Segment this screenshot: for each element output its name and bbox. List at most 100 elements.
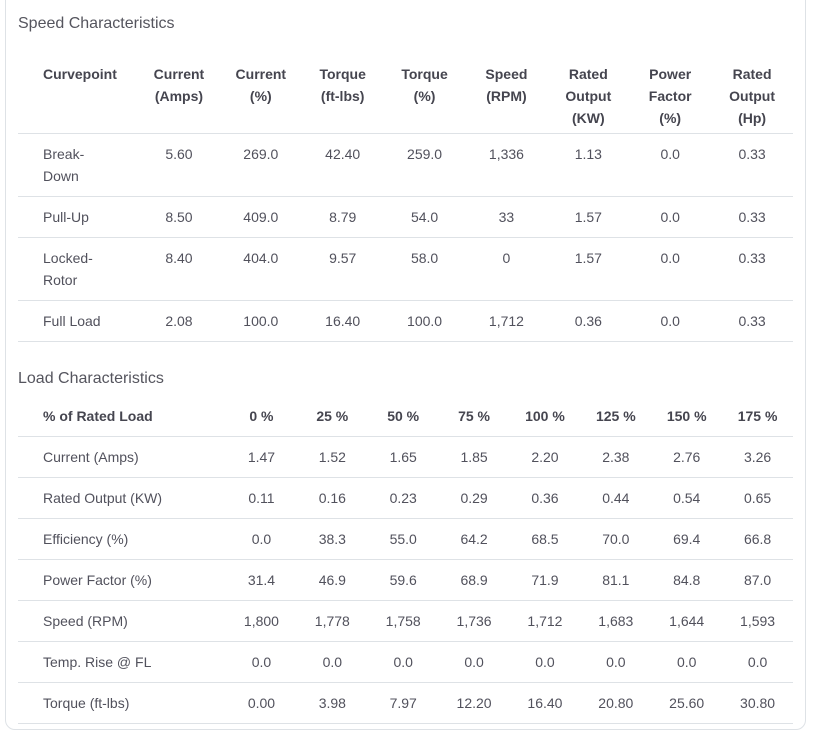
value-cell: 0.0: [226, 641, 297, 683]
value-cell: 1,336: [465, 133, 548, 197]
value-cell: 0.65: [722, 477, 793, 519]
value-cell: 2.38: [580, 436, 652, 478]
load-table-header-row: % of Rated Load 0 % 25 % 50 % 75 % 100 % 125 %…: [18, 396, 793, 437]
value-cell: 0.0: [629, 196, 712, 238]
table-row: Rated Output (KW) 0.11 0.16 0.23 0.29 0.36 0.4…: [18, 477, 793, 519]
value-cell: 1.52: [296, 436, 368, 478]
value-cell: 1,758: [367, 600, 439, 642]
value-cell: 31.4: [226, 559, 297, 601]
row-label: Torque (ft-lbs): [18, 682, 226, 724]
table-row: Current (Amps) 1.47 1.52 1.65 1.85 2.20 2.38 2.…: [18, 436, 793, 478]
value-cell: 409.0: [219, 196, 302, 238]
table-row: Full Load 2.08 100.0 16.40 100.0 1,712 0.36 0.0…: [18, 300, 793, 342]
value-cell: 0.0: [580, 641, 652, 683]
row-label: Full Load: [18, 300, 138, 342]
column-header: 75 %: [438, 396, 510, 437]
value-cell: 30.80: [722, 682, 793, 724]
table-row: Power Factor (%) 31.4 46.9 59.6 68.9 71.9 81.1…: [18, 559, 793, 601]
value-cell: 8.79: [301, 196, 384, 238]
column-header: 0 %: [226, 396, 297, 437]
column-header: 175 %: [722, 396, 793, 437]
value-cell: 70.0: [580, 518, 652, 560]
value-cell: 0.33: [711, 300, 793, 342]
value-cell: 1,712: [465, 300, 548, 342]
value-cell: 2.20: [509, 436, 581, 478]
column-header: 125 %: [580, 396, 652, 437]
value-cell: 58.0: [383, 237, 466, 301]
value-cell: 1,800: [226, 600, 297, 642]
value-cell: 1,593: [722, 600, 793, 642]
row-label: Speed (RPM): [18, 600, 226, 642]
column-header: Current (%): [219, 57, 302, 134]
value-cell: 0.0: [226, 518, 297, 560]
value-cell: 404.0: [219, 237, 302, 301]
value-cell: 64.2: [438, 518, 510, 560]
table-row: Locked- Rotor 8.40 404.0 9.57 58.0 0 1.57 0.0 0.…: [18, 237, 793, 301]
speed-table-header-row: Curvepoint Current (Amps) Current (%) Torqu…: [18, 57, 793, 134]
value-cell: 8.40: [138, 237, 220, 301]
value-cell: 0.29: [438, 477, 510, 519]
value-cell: 71.9: [509, 559, 581, 601]
value-cell: 0.36: [509, 477, 581, 519]
value-cell: 0.33: [711, 237, 793, 301]
value-cell: 3.98: [296, 682, 368, 724]
characteristics-card: Speed Characteristics Curvepoint Current …: [5, 0, 806, 730]
value-cell: 0.0: [629, 300, 712, 342]
column-header-label: % of Rated Load: [18, 396, 226, 437]
value-cell: 12.20: [438, 682, 510, 724]
table-row: Efficiency (%) 0.0 38.3 55.0 64.2 68.5 70.0 69.…: [18, 518, 793, 560]
value-cell: 0.0: [651, 641, 723, 683]
row-label: Locked- Rotor: [18, 237, 138, 301]
value-cell: 1.85: [438, 436, 510, 478]
row-label: Efficiency (%): [18, 518, 226, 560]
value-cell: 1.47: [226, 436, 297, 478]
value-cell: 0.33: [711, 196, 793, 238]
column-header: 100 %: [509, 396, 581, 437]
speed-characteristics-title: Speed Characteristics: [18, 15, 175, 32]
row-label: Temp. Rise @ FL: [18, 641, 226, 683]
value-cell: 1.57: [547, 237, 630, 301]
row-label: Current (Amps): [18, 436, 226, 478]
value-cell: 87.0: [722, 559, 793, 601]
column-header: Speed (RPM): [465, 57, 548, 134]
value-cell: 0.0: [722, 641, 793, 683]
value-cell: 84.8: [651, 559, 723, 601]
column-header: 50 %: [367, 396, 439, 437]
value-cell: 25.60: [651, 682, 723, 724]
value-cell: 8.50: [138, 196, 220, 238]
value-cell: 81.1: [580, 559, 652, 601]
value-cell: 3.26: [722, 436, 793, 478]
value-cell: 33: [465, 196, 548, 238]
table-row: Pull-Up 8.50 409.0 8.79 54.0 33 1.57 0.0 0.33: [18, 196, 793, 238]
value-cell: 7.97: [367, 682, 439, 724]
speed-characteristics-table: Curvepoint Current (Amps) Current (%) Torqu…: [18, 57, 793, 342]
value-cell: 68.9: [438, 559, 510, 601]
value-cell: 16.40: [509, 682, 581, 724]
value-cell: 2.76: [651, 436, 723, 478]
value-cell: 55.0: [367, 518, 439, 560]
value-cell: 59.6: [367, 559, 439, 601]
value-cell: 1,712: [509, 600, 581, 642]
value-cell: 0: [465, 237, 548, 301]
value-cell: 1.65: [367, 436, 439, 478]
value-cell: 68.5: [509, 518, 581, 560]
value-cell: 0.23: [367, 477, 439, 519]
value-cell: 0.54: [651, 477, 723, 519]
value-cell: 42.40: [301, 133, 384, 197]
column-header: Rated Output (KW): [547, 57, 630, 134]
table-row: Speed (RPM) 1,800 1,778 1,758 1,736 1,712 1,68…: [18, 600, 793, 642]
column-header-label: Curvepoint: [18, 57, 138, 134]
row-label: Break- Down: [18, 133, 138, 197]
value-cell: 1,778: [296, 600, 368, 642]
column-header: Rated Output (Hp): [711, 57, 793, 134]
value-cell: 46.9: [296, 559, 368, 601]
value-cell: 0.0: [296, 641, 368, 683]
value-cell: 1.57: [547, 196, 630, 238]
value-cell: 1,644: [651, 600, 723, 642]
value-cell: 0.44: [580, 477, 652, 519]
table-row: Break- Down 5.60 269.0 42.40 259.0 1,336 1.13 0…: [18, 133, 793, 197]
value-cell: 0.00: [226, 682, 297, 724]
value-cell: 0.11: [226, 477, 297, 519]
value-cell: 1.13: [547, 133, 630, 197]
